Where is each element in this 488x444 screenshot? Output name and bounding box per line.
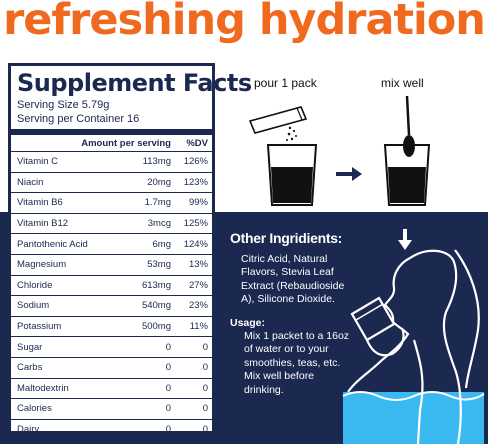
facts-header-row: Amount per serving %DV [11,135,212,152]
nutrient-dv: 123% [183,176,208,188]
facts-row: Sodium 540mg 23% [11,296,212,317]
facts-row: Vitamin B12 3mcg 125% [11,214,212,235]
supplement-facts-title: Supplement Facts [17,69,252,97]
nutrient-dv: 0 [202,341,208,353]
servings-per-container: Serving per Container 16 [17,113,140,125]
facts-row: Vitamin B6 1.7mg 99% [11,193,212,214]
facts-row: Dairy 0 0 [11,420,212,440]
amount-header: Amount per serving [81,137,171,149]
nutrient-name: Sugar [17,341,43,353]
facts-row: Niacin 20mg 123% [11,173,212,194]
nutrient-amount: 20mg [147,176,171,188]
nutrient-dv: 0 [202,403,208,415]
facts-row: Magnesium 53mg 13% [11,255,212,276]
nutrient-dv: 27% [188,279,208,291]
nutrient-dv: 126% [183,156,208,168]
nutrient-amount: 53mg [147,259,171,271]
nutrient-amount: 500mg [141,321,171,333]
nutrient-dv: 0 [202,362,208,374]
nutrient-name: Chloride [17,279,53,291]
nutrient-name: Maltodextrin [17,382,69,394]
nutrient-dv: 23% [188,300,208,312]
glass-icon-mix [383,144,431,206]
nutrient-name: Vitamin B6 [17,197,63,209]
stick-pack-icon [248,106,308,141]
nutrient-amount: 0 [165,382,171,394]
nutrient-name: Sodium [17,300,50,312]
nutrient-amount: 0 [165,362,171,374]
nutrient-name: Vitamin C [17,156,59,168]
facts-row: Sugar 0 0 [11,337,212,358]
nutrient-amount: 613mg [141,279,171,291]
nutrient-amount: 3mcg [147,218,171,230]
nutrient-dv: 99% [188,197,208,209]
nutrient-amount: 540mg [141,300,171,312]
facts-divider [11,129,212,135]
facts-row: Potassium 500mg 11% [11,317,212,338]
arrow-right-icon [336,167,362,181]
nutrient-name: Pantothenic Acid [17,238,88,250]
nutrient-name: Dairy [17,424,40,436]
pour-label: pour 1 pack [254,76,317,90]
facts-row: Chloride 613mg 27% [11,276,212,297]
headline: refreshing hydration [3,0,486,45]
nutrient-dv: 124% [183,238,208,250]
serving-size: Serving Size 5.79g [17,99,110,111]
nutrient-name: Calories [17,403,52,415]
nutrient-name: Potassium [17,321,62,333]
facts-row: Pantothenic Acid 6mg 124% [11,234,212,255]
nutrient-name: Carbs [17,362,43,374]
glass-icon-pour [266,144,318,206]
nutrient-name: Vitamin B12 [17,218,69,230]
nutrient-dv: 125% [183,218,208,230]
nutrient-dv: 13% [188,259,208,271]
other-ingredients-title: Other Ingridients: [230,230,343,246]
facts-row: Maltodextrin 0 0 [11,379,212,400]
supplement-facts-panel: Supplement Facts Serving Size 5.79g Serv… [8,63,252,435]
nutrient-amount: 0 [165,403,171,415]
nutrient-dv: 0 [202,382,208,394]
nutrient-name: Magnesium [17,259,67,271]
nutrient-dv: 11% [189,321,208,333]
mix-label: mix well [381,76,424,90]
nutrient-dv: 0 [202,424,208,436]
nutrient-amount: 1.7mg [144,197,171,209]
nutrient-amount: 113mg [142,156,171,168]
nutrient-amount: 0 [165,341,171,353]
facts-row: Vitamin C 113mg 126% [11,152,212,173]
spoon-icon [403,95,415,157]
facts-row: Calories 0 0 [11,399,212,420]
facts-row: Carbs 0 0 [11,358,212,379]
facts-rows: Vitamin C 113mg 126% Niacin 20mg 123% Vitamin … [11,152,212,439]
dv-header: %DV [186,137,208,149]
nutrient-amount: 6mg [152,238,171,250]
usage-text: Mix 1 packet to a 16oz of water or to yo… [244,330,350,396]
nutrient-name: Niacin [17,176,44,188]
other-ingredients-text: Citric Acid, Natural Flavors, Stevia Lea… [241,253,345,306]
nutrient-amount: 0 [165,424,171,436]
usage-title: Usage: [230,317,266,329]
